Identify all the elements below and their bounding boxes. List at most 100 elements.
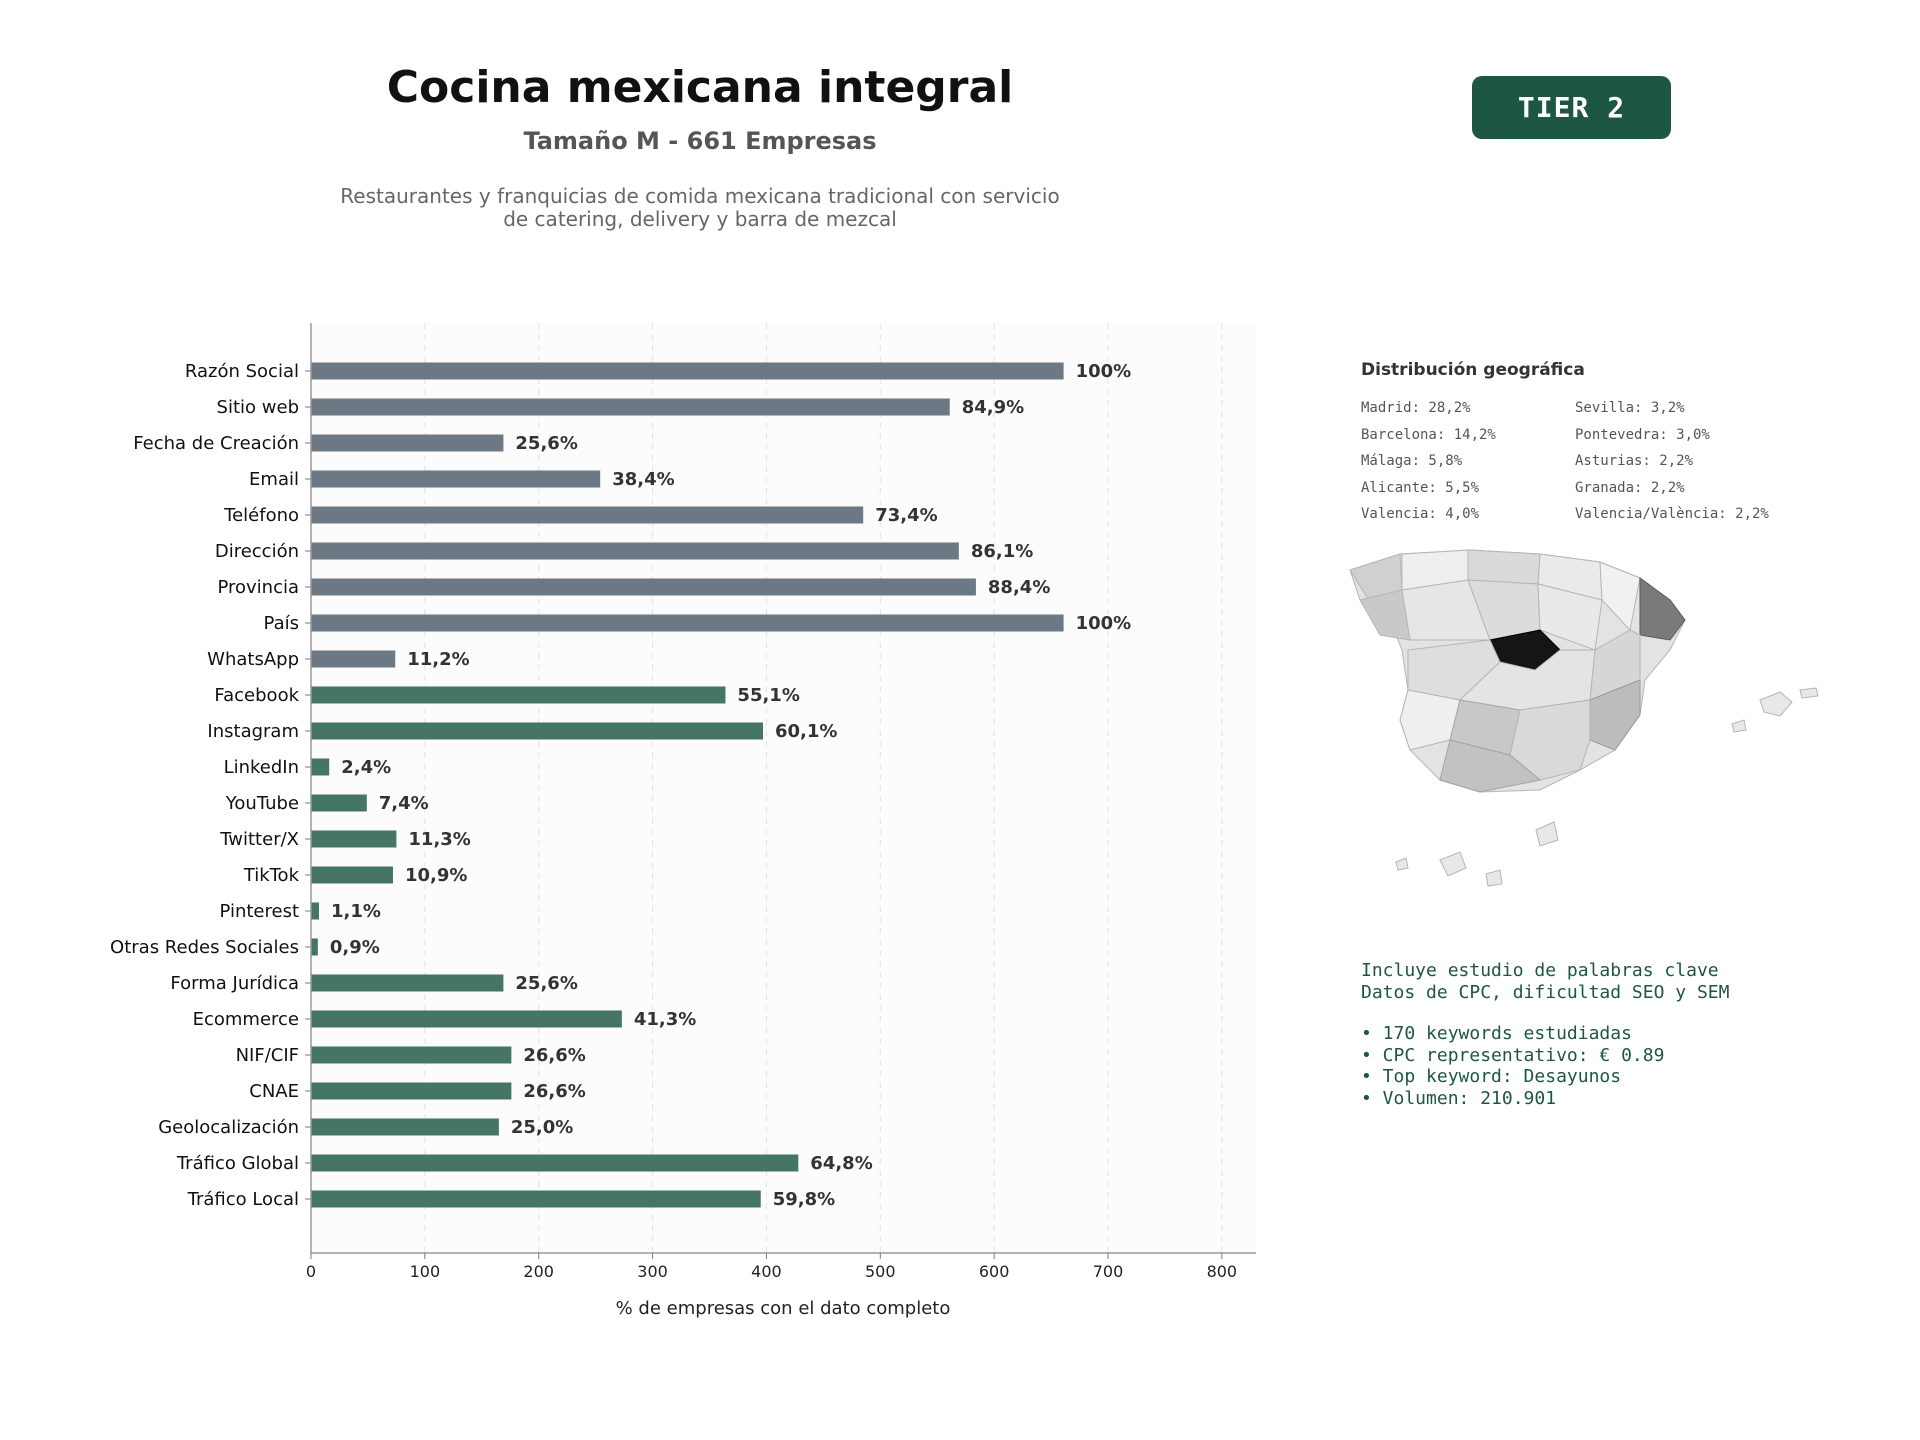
y-tick-label: Ecommerce [193,1009,299,1030]
keyword-line: Incluye estudio de palabras clave [1361,960,1719,981]
description-line: de catering, delivery y barra de mezcal [503,207,897,231]
data-label: 60,1% [775,721,837,742]
bar [311,398,950,416]
description-line: Restaurantes y franquicias de comida mex… [340,184,1060,208]
region-huelva [1399,689,1461,751]
y-tick-label: Razón Social [185,361,299,382]
island-fuerteventura [1535,821,1559,847]
keyword-bullet: • Top keyword: Desayunos [1361,1066,1622,1087]
y-tick-label: Teléfono [223,505,299,526]
geo-item: Pontevedra: 3,0% [1575,426,1710,443]
data-label: 26,6% [523,1081,585,1102]
geo-item: Alicante: 5,5% [1361,479,1480,496]
bar [311,542,959,560]
bar [311,974,504,992]
bar [311,434,504,452]
y-tick-label: Pinterest [219,901,299,922]
data-label: 100% [1076,613,1132,634]
data-label: 86,1% [971,541,1033,562]
y-tick-label: TikTok [243,865,300,886]
y-tick-label: Tráfico Global [176,1153,299,1174]
bar [311,866,393,884]
bar [311,1154,799,1172]
x-tick-label: 400 [751,1262,782,1281]
y-tick-label: Facebook [214,685,299,706]
bar [311,1082,512,1100]
page-title: Cocina mexicana integral [386,62,1014,113]
y-tick-label: Otras Redes Sociales [110,937,299,958]
y-tick-label: Twitter/X [219,829,299,850]
data-label: 59,8% [773,1189,835,1210]
y-tick-label: CNAE [249,1081,299,1102]
bar-chart: Razón Social 100% Sitio web 84,9% Fecha de C… [110,323,1256,1319]
x-tick-label: 800 [1207,1262,1238,1281]
region-malaga [1439,739,1542,793]
bar [311,686,726,704]
y-tick-label: Geolocalización [158,1117,299,1138]
y-tick-label: NIF/CIF [236,1045,299,1066]
keyword-bullets: • 170 keywords estudiadas • CPC represent… [1361,1023,1729,1109]
bar [311,1010,622,1028]
data-label: 2,4% [341,757,391,778]
keyword-line: Datos de CPC, dificultad SEO y SEM [1361,981,1730,1003]
bar [311,722,764,740]
data-label: 64,8% [810,1153,872,1174]
geo-item: Málaga: 5,8% [1361,453,1463,469]
data-label: 1,1% [331,901,381,922]
island-mallorca [1759,691,1793,717]
bar [311,578,976,596]
data-label: 38,4% [612,469,674,490]
geo-list: Madrid: 28,2% Sevilla: 3,2% Barcelona: 14,… [1361,398,1841,526]
tier-badge: TIER 2 [1472,76,1671,139]
data-label: 25,0% [511,1117,573,1138]
x-tick-label: 200 [523,1262,554,1281]
keyword-info: Incluye estudio de palabras clave Datos … [1361,960,1729,1109]
data-label: 11,2% [407,649,469,670]
island-la-palma [1395,857,1409,871]
x-tick-label: 600 [979,1262,1010,1281]
bar [311,650,396,668]
region-barcelona [1639,577,1686,641]
x-tick-label: 0 [306,1262,316,1281]
x-tick-label: 500 [865,1262,896,1281]
bar [311,614,1064,632]
x-axis-label: % de empresas con el dato completo [616,1298,951,1319]
page-subtitle: Tamaño M - 661 Empresas [523,127,877,155]
keyword-bullet: • CPC representativo: € 0.89 [1361,1044,1665,1066]
island-gran-canaria [1485,869,1503,887]
data-label: 25,6% [515,973,577,994]
keyword-bullet: • 170 keywords estudiadas [1361,1023,1632,1044]
y-tick-label: YouTube [225,793,299,814]
bars: Razón Social 100% Sitio web 84,9% Fecha de C… [110,361,1131,1210]
y-tick-label: Instagram [207,721,299,742]
bar [311,758,330,776]
data-label: 0,9% [330,937,380,958]
data-label: 100% [1076,361,1132,382]
y-tick-label: Sitio web [217,397,299,418]
x-tick-label: 700 [1093,1262,1124,1281]
y-tick-label: País [264,613,299,634]
data-label: 26,6% [523,1045,585,1066]
bar [311,794,367,812]
bar [311,938,318,956]
y-tick-label: Forma Jurídica [170,973,299,994]
keyword-bullet: • Volumen: 210.901 [1361,1087,1557,1109]
bar [311,362,1064,380]
y-tick-label: Tráfico Local [187,1189,299,1210]
y-tick-label: Provincia [217,577,299,598]
bar [311,1190,761,1208]
bar [311,1118,499,1136]
data-label: 10,9% [405,865,467,886]
plot-area [311,323,1256,1253]
x-tick-label: 300 [637,1262,668,1281]
x-tick-label: 100 [410,1262,441,1281]
axes [310,323,1256,1254]
data-label: 73,4% [875,505,937,526]
y-tick-label: Email [249,469,299,490]
data-label: 88,4% [988,577,1050,598]
data-label: 41,3% [634,1009,696,1030]
y-tick-label: WhatsApp [207,649,299,670]
geo-title: Distribución geográfica [1361,360,1585,380]
island-menorca [1799,687,1819,699]
island-tenerife [1439,851,1467,877]
